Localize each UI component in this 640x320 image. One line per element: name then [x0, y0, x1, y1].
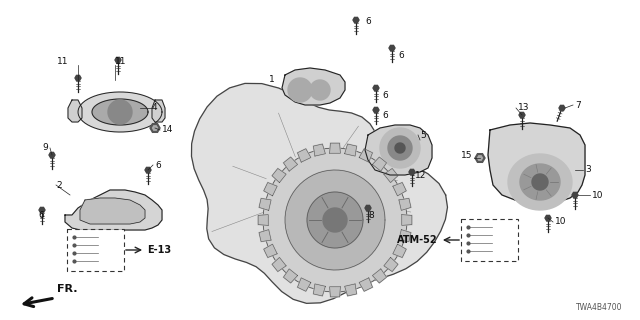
Polygon shape: [263, 148, 407, 292]
Polygon shape: [152, 126, 157, 130]
Polygon shape: [298, 278, 311, 291]
Polygon shape: [388, 136, 412, 160]
Polygon shape: [399, 198, 411, 210]
Text: 6: 6: [382, 110, 388, 119]
Polygon shape: [365, 205, 371, 211]
Polygon shape: [264, 244, 277, 258]
Polygon shape: [307, 192, 363, 248]
Polygon shape: [272, 258, 286, 272]
Polygon shape: [152, 100, 165, 122]
Polygon shape: [285, 170, 385, 270]
Text: 1: 1: [269, 76, 275, 84]
Polygon shape: [150, 124, 160, 132]
Polygon shape: [475, 154, 485, 162]
Polygon shape: [298, 149, 311, 162]
Text: 3: 3: [585, 165, 591, 174]
Text: TWA4B4700: TWA4B4700: [575, 303, 622, 312]
FancyBboxPatch shape: [461, 219, 518, 261]
Polygon shape: [389, 45, 395, 51]
Polygon shape: [80, 198, 145, 224]
Polygon shape: [384, 168, 398, 182]
Polygon shape: [372, 157, 387, 171]
Text: E-13: E-13: [147, 245, 171, 255]
Polygon shape: [314, 144, 325, 156]
Polygon shape: [323, 208, 347, 232]
Polygon shape: [393, 244, 406, 258]
Polygon shape: [49, 152, 55, 157]
Polygon shape: [191, 84, 447, 303]
Polygon shape: [264, 182, 277, 196]
Polygon shape: [380, 128, 420, 168]
Text: 4: 4: [152, 103, 157, 113]
Polygon shape: [314, 284, 325, 296]
Polygon shape: [508, 154, 572, 210]
Text: 2: 2: [56, 180, 61, 189]
Polygon shape: [572, 192, 578, 197]
Text: FR.: FR.: [57, 284, 77, 294]
Text: 10: 10: [592, 190, 604, 199]
Text: 5: 5: [420, 131, 426, 140]
Polygon shape: [284, 269, 298, 283]
Polygon shape: [330, 143, 340, 153]
Polygon shape: [259, 198, 271, 210]
Polygon shape: [372, 269, 387, 283]
Polygon shape: [345, 284, 356, 296]
Polygon shape: [108, 100, 132, 124]
Polygon shape: [258, 215, 268, 225]
Polygon shape: [68, 100, 82, 122]
Polygon shape: [92, 99, 148, 125]
Polygon shape: [310, 80, 330, 100]
Text: 12: 12: [415, 171, 426, 180]
Polygon shape: [520, 164, 560, 200]
FancyBboxPatch shape: [67, 229, 124, 271]
Text: 11: 11: [115, 58, 127, 67]
Polygon shape: [373, 85, 379, 91]
Polygon shape: [477, 156, 483, 160]
Text: 11: 11: [56, 58, 68, 67]
Text: 9: 9: [42, 143, 48, 153]
Polygon shape: [272, 168, 286, 182]
Text: 6: 6: [38, 211, 44, 220]
Polygon shape: [39, 207, 45, 212]
Polygon shape: [559, 105, 565, 111]
Polygon shape: [115, 57, 121, 63]
Text: 13: 13: [518, 103, 529, 113]
Polygon shape: [365, 125, 432, 175]
Polygon shape: [373, 108, 379, 113]
Polygon shape: [399, 230, 411, 242]
Text: 7: 7: [575, 100, 580, 109]
Text: 8: 8: [368, 211, 374, 220]
Polygon shape: [393, 182, 406, 196]
Polygon shape: [259, 230, 271, 242]
Polygon shape: [282, 68, 345, 105]
Polygon shape: [65, 190, 162, 230]
Polygon shape: [330, 287, 340, 297]
Text: 6: 6: [155, 161, 161, 170]
Polygon shape: [145, 167, 151, 172]
Text: ATM-52: ATM-52: [397, 235, 438, 245]
Polygon shape: [409, 169, 415, 175]
Polygon shape: [395, 143, 405, 153]
Polygon shape: [532, 174, 548, 190]
Polygon shape: [284, 157, 298, 171]
Text: 6: 6: [382, 91, 388, 100]
Text: 10: 10: [555, 218, 566, 227]
Polygon shape: [288, 78, 312, 102]
Text: 6: 6: [365, 18, 371, 27]
Polygon shape: [75, 76, 81, 81]
Polygon shape: [78, 92, 162, 132]
Text: 6: 6: [398, 51, 404, 60]
Polygon shape: [545, 215, 551, 220]
Polygon shape: [359, 278, 372, 291]
Text: 15: 15: [461, 150, 472, 159]
Polygon shape: [519, 112, 525, 117]
Text: 14: 14: [162, 125, 173, 134]
Polygon shape: [402, 215, 412, 225]
Polygon shape: [488, 123, 585, 204]
Polygon shape: [345, 144, 356, 156]
Polygon shape: [353, 17, 359, 23]
Polygon shape: [384, 258, 398, 272]
Polygon shape: [359, 149, 372, 162]
